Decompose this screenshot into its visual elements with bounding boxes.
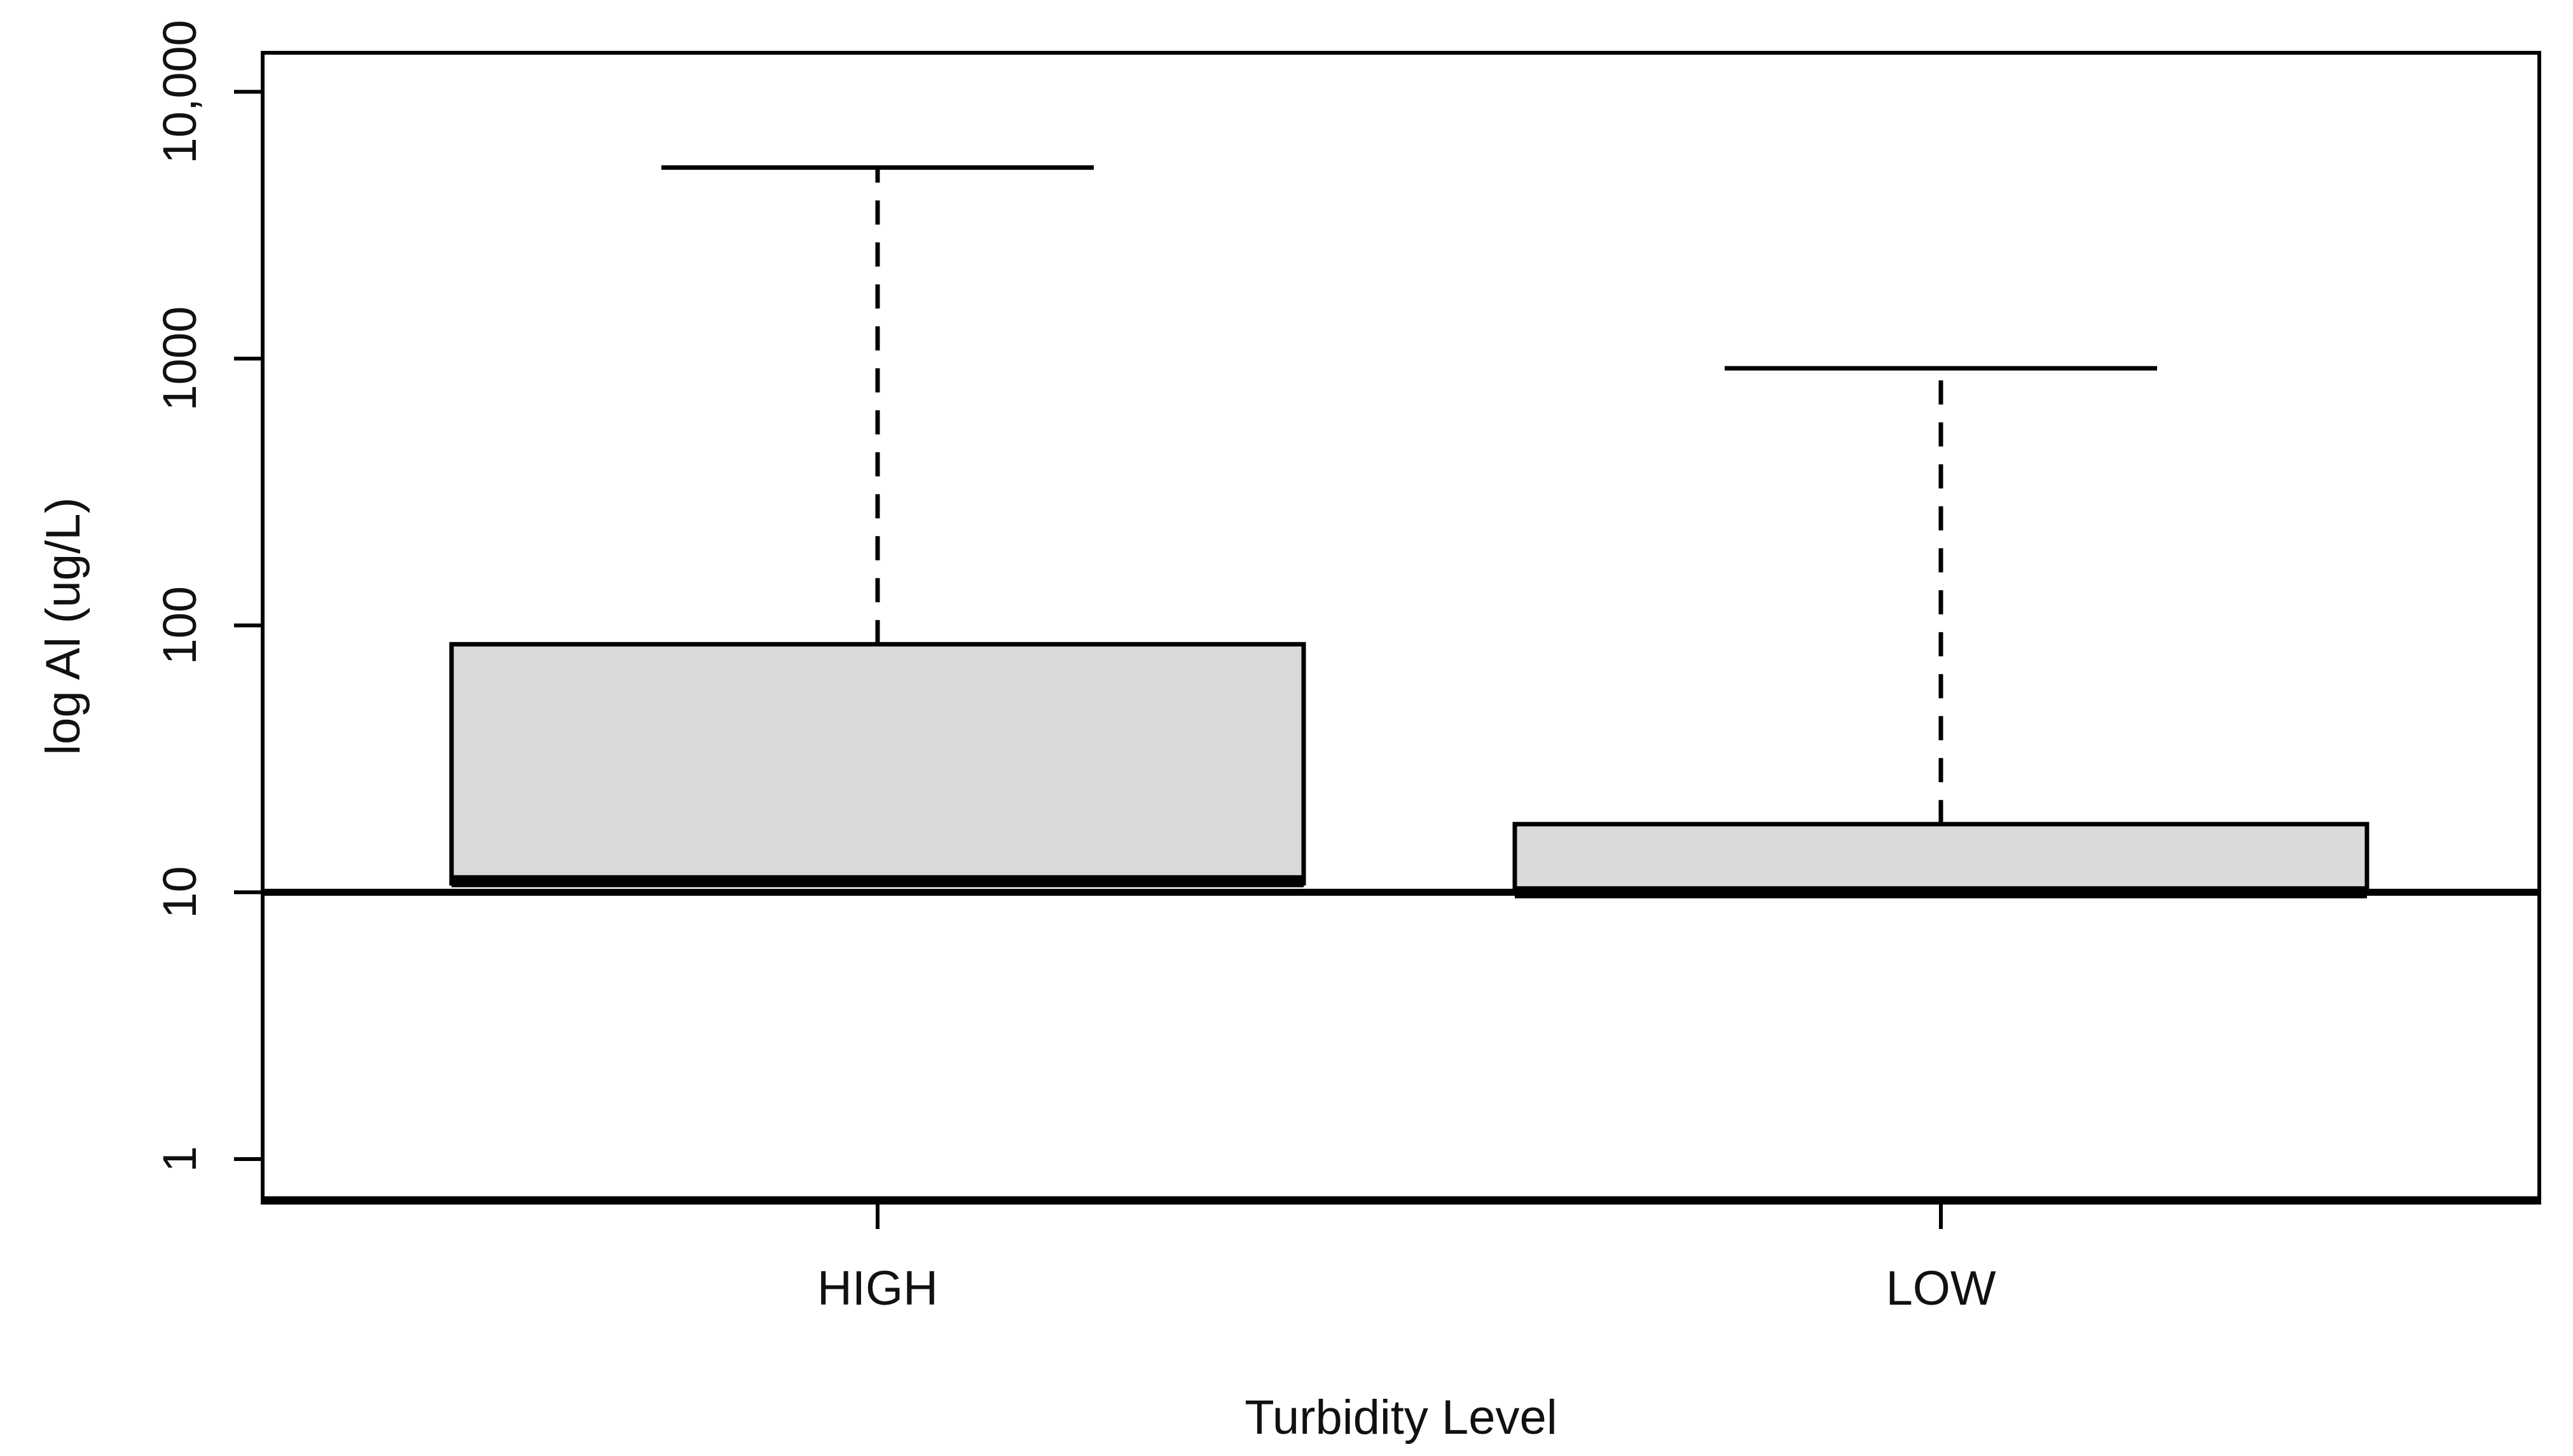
y-axis-title: log Al (ug/L) [36, 497, 90, 755]
plot-border [261, 51, 2541, 1202]
x-axis-title: Turbidity Level [1245, 1391, 1557, 1445]
box-high [449, 642, 1306, 886]
y-tick-label-1: 1 [153, 1146, 206, 1172]
x-category-label-low: LOW [1886, 1261, 1996, 1315]
x-category-label-high: HIGH [817, 1261, 938, 1315]
plot-layer: 10,000 1000 100 10 1 HIGH LOW [153, 20, 2541, 1315]
y-tick-label-1000: 1000 [153, 306, 206, 411]
box-low [1512, 821, 2370, 895]
y-tick-label-100: 100 [153, 586, 206, 664]
y-tick-label-10000: 10,000 [153, 20, 206, 163]
y-tick-label-10: 10 [153, 866, 206, 918]
